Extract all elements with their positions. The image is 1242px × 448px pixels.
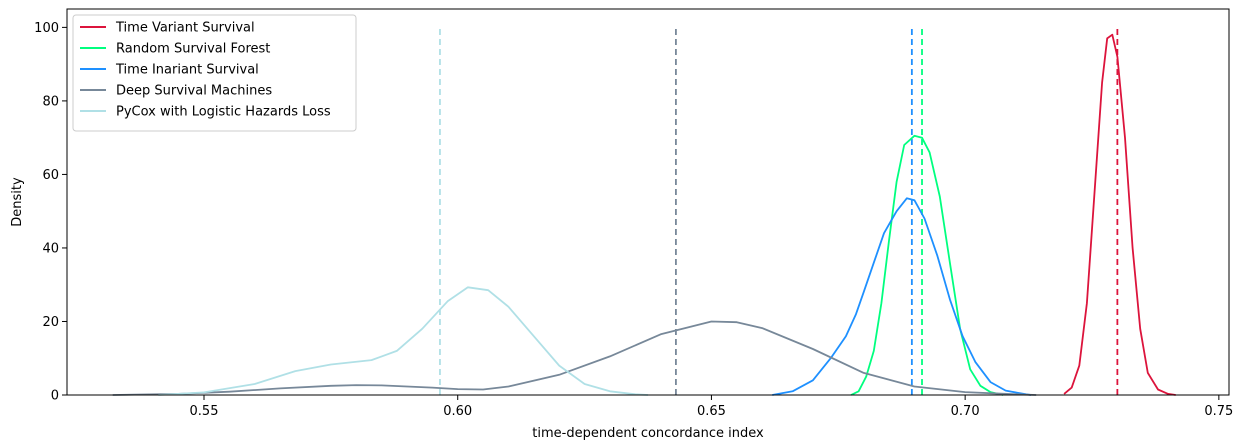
legend-label-4: PyCox with Logistic Hazards Loss [116,105,331,120]
y-tick-label: 60 [42,168,59,183]
legend: Time Variant Survival Random Survival For… [72,14,357,132]
y-tick-label: 0 [51,389,59,404]
density-curve-2 [772,197,1032,396]
legend-label-1: Random Survival Forest [116,42,270,57]
x-tick-label: 0.60 [443,404,472,419]
y-tick-label: 40 [42,241,59,256]
density-curve-3 [112,320,1037,396]
legend-label-2: Time Inariant Survival [115,63,259,78]
y-axis: 0 20 40 60 80 100 [34,21,67,404]
y-tick-label: 100 [34,21,59,36]
x-tick-label: 0.70 [951,404,980,419]
legend-box [72,14,357,132]
density-curve-4 [158,286,649,396]
legend-label-3: Deep Survival Machines [116,84,272,99]
plot-area [112,27,1176,396]
x-axis-label: time-dependent concordance index [532,426,764,441]
legend-label-0: Time Variant Survival [115,21,255,36]
density-curve-0 [1063,33,1176,396]
y-axis-label: Density [10,177,25,227]
x-tick-label: 0.55 [190,404,219,419]
y-tick-label: 80 [42,94,59,109]
x-tick-label: 0.65 [697,404,726,419]
y-tick-label: 20 [42,315,59,330]
x-tick-label: 0.75 [1204,404,1233,419]
axes-frame [66,8,1230,396]
x-axis: 0.55 0.60 0.65 0.70 0.75 [190,395,1233,419]
density-curve-1 [850,134,1004,396]
